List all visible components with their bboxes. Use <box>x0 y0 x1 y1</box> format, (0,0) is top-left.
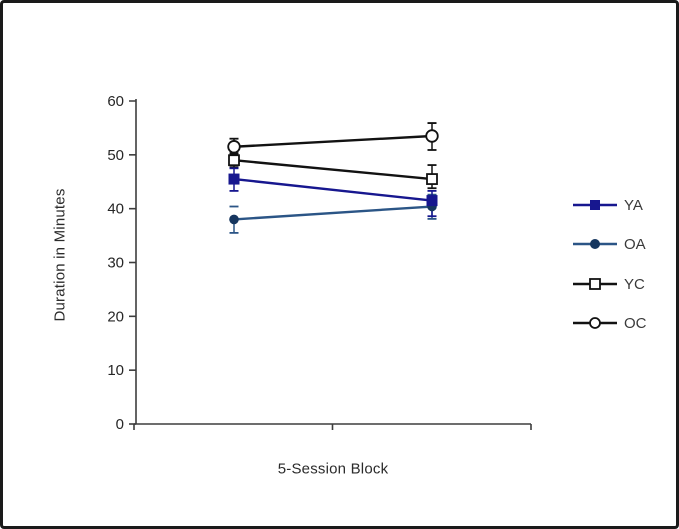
legend-swatch-OC <box>573 317 617 329</box>
series-marker-YC <box>228 154 240 167</box>
x-axis-title: 5-Session Block <box>277 460 389 478</box>
y-tick-label: 40 <box>107 201 124 218</box>
legend-swatch-YC <box>573 278 617 290</box>
y-tick-label: 20 <box>107 308 124 325</box>
y-tick-label: 0 <box>116 416 124 433</box>
series-marker-YA <box>228 173 240 185</box>
legend-label-OA: OA <box>624 235 646 253</box>
legend-marker-OC <box>589 317 601 329</box>
y-axis-title: Duration in Minutes <box>51 188 69 322</box>
legend-swatch-OA <box>573 239 617 249</box>
legend-item-YA: YA <box>573 196 643 214</box>
series-marker-OA <box>229 214 239 225</box>
legend-label-YC: YC <box>624 275 645 293</box>
legend-label-YA: YA <box>624 196 643 214</box>
series-line-OC <box>233 134 433 148</box>
series-marker-OC <box>425 129 439 143</box>
y-tick-label: 50 <box>107 147 124 164</box>
series-line-YC <box>233 159 433 181</box>
legend-marker-YA <box>590 200 600 210</box>
y-tick-label: 30 <box>107 255 124 272</box>
series-marker-YA <box>426 195 438 207</box>
y-tick-label: 60 <box>107 93 124 110</box>
legend-label-OC: OC <box>624 314 647 332</box>
legend-item-OC: OC <box>573 314 647 332</box>
legend-swatch-YA <box>573 200 617 210</box>
series-line-YA <box>233 177 433 202</box>
legend-marker-OA <box>590 239 600 249</box>
line-chart-canvas: 0 10 20 30 40 50 60 <box>107 93 532 433</box>
series-line-OA <box>233 205 433 221</box>
y-tick-label: 10 <box>107 362 124 379</box>
legend-item-OA: OA <box>573 235 646 253</box>
series-marker-YC <box>426 173 438 185</box>
legend-item-YC: YC <box>573 275 645 293</box>
legend-marker-YC <box>589 278 601 290</box>
series-marker-OC <box>227 140 241 154</box>
